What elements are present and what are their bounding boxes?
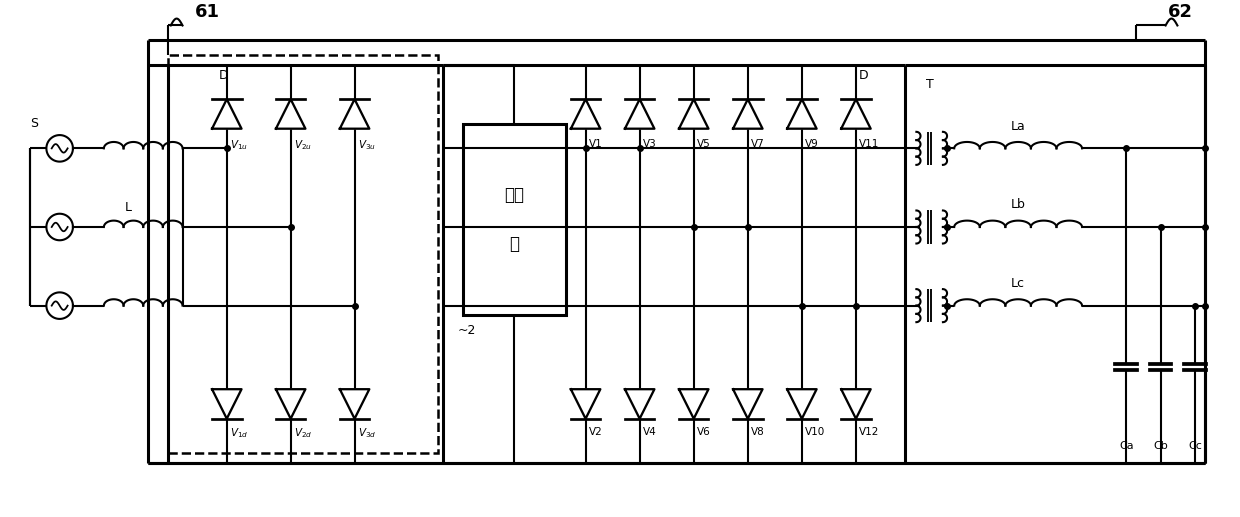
Text: V6: V6	[697, 427, 711, 436]
Text: Lb: Lb	[1011, 199, 1025, 211]
Bar	[463, 124, 565, 315]
Polygon shape	[277, 99, 305, 129]
Text: V8: V8	[750, 427, 765, 436]
Text: T: T	[926, 78, 934, 91]
Text: Lc: Lc	[1011, 277, 1025, 290]
Text: La: La	[1011, 119, 1025, 133]
Text: $V_{2u}$: $V_{2u}$	[294, 139, 311, 153]
Polygon shape	[212, 99, 242, 129]
Text: V9: V9	[805, 139, 818, 148]
Text: V1: V1	[589, 139, 603, 148]
Text: 62: 62	[1168, 3, 1193, 21]
Text: V5: V5	[697, 139, 711, 148]
Text: Cb: Cb	[1153, 442, 1168, 451]
Text: V3: V3	[642, 139, 656, 148]
Text: $V_{2d}$: $V_{2d}$	[294, 427, 312, 440]
Text: $V_{1d}$: $V_{1d}$	[229, 427, 248, 440]
Text: 蓄电: 蓄电	[505, 186, 525, 204]
Text: V2: V2	[589, 427, 603, 436]
Text: 池: 池	[510, 235, 520, 253]
Polygon shape	[625, 389, 655, 419]
Text: V10: V10	[805, 427, 825, 436]
Polygon shape	[625, 99, 655, 129]
Text: ~2: ~2	[458, 324, 476, 337]
Text: L: L	[125, 201, 131, 214]
Text: V4: V4	[642, 427, 656, 436]
Text: $V_{3u}$: $V_{3u}$	[357, 139, 376, 153]
Text: $V_{3d}$: $V_{3d}$	[357, 427, 376, 440]
Polygon shape	[680, 389, 708, 419]
Text: V11: V11	[859, 139, 879, 148]
Polygon shape	[841, 389, 870, 419]
Polygon shape	[733, 389, 763, 419]
Text: $V_{1u}$: $V_{1u}$	[229, 139, 248, 153]
Text: Cc: Cc	[1188, 442, 1202, 451]
Text: Ca: Ca	[1118, 442, 1133, 451]
Polygon shape	[841, 99, 870, 129]
Polygon shape	[733, 99, 763, 129]
Polygon shape	[787, 389, 817, 419]
Polygon shape	[277, 389, 305, 419]
Polygon shape	[212, 389, 242, 419]
Polygon shape	[570, 99, 600, 129]
Text: V7: V7	[750, 139, 765, 148]
Polygon shape	[680, 99, 708, 129]
Text: S: S	[31, 117, 38, 130]
Polygon shape	[340, 389, 370, 419]
Bar	[167, 55, 438, 453]
Polygon shape	[570, 389, 600, 419]
Polygon shape	[340, 99, 370, 129]
Text: 61: 61	[195, 3, 219, 21]
Polygon shape	[787, 99, 817, 129]
Text: D: D	[859, 69, 868, 82]
Text: D: D	[219, 69, 228, 82]
Text: V12: V12	[859, 427, 879, 436]
